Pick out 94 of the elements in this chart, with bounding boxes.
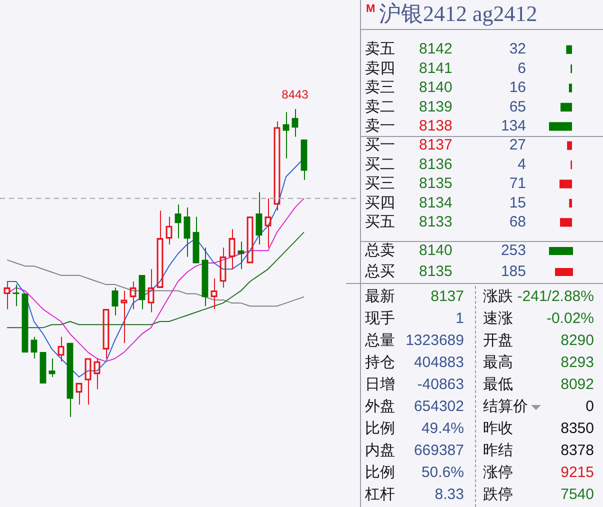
text: 开盘 bbox=[483, 331, 513, 351]
text: 买五 bbox=[365, 214, 395, 231]
text: 涨跌 bbox=[483, 287, 513, 307]
text: 253 bbox=[500, 241, 526, 261]
data-label: 27 bbox=[509, 136, 526, 154]
text: 9215 bbox=[560, 463, 594, 483]
text: 8293 bbox=[560, 353, 594, 373]
text: 50.6% bbox=[421, 463, 464, 483]
y-tick-label: 8133 bbox=[419, 214, 452, 231]
text: 8290 bbox=[560, 331, 594, 351]
y-tick-label: 8137 bbox=[419, 136, 452, 154]
text: M bbox=[366, 2, 376, 16]
text: 0 bbox=[586, 397, 594, 417]
data-label: 134 bbox=[500, 118, 526, 135]
bar bbox=[560, 218, 572, 227]
text: 买二 bbox=[365, 156, 395, 173]
candlestick bbox=[282, 112, 290, 159]
text: 速涨 bbox=[483, 309, 513, 329]
bar bbox=[559, 180, 572, 188]
text: 卖二 bbox=[365, 98, 395, 116]
y-tick-label: 8138 bbox=[419, 118, 452, 135]
bar bbox=[560, 102, 572, 112]
data-label: 6 bbox=[518, 60, 526, 77]
y-tick-label: 8139 bbox=[419, 98, 452, 116]
data-label: 68 bbox=[509, 214, 526, 231]
text: -241/2.88% bbox=[517, 287, 594, 307]
text: 外盘 bbox=[365, 397, 395, 417]
text: 卖四 bbox=[365, 60, 395, 77]
y-tick-label: 8141 bbox=[419, 60, 452, 77]
text: 8350 bbox=[560, 419, 594, 439]
data-label: 16 bbox=[509, 79, 526, 96]
bar bbox=[567, 141, 572, 150]
y-tick-label: 8142 bbox=[419, 40, 452, 58]
text: 49.4% bbox=[421, 419, 464, 439]
candlestick bbox=[192, 216, 200, 264]
text: 持仓 bbox=[365, 353, 395, 373]
candlestick bbox=[202, 247, 208, 307]
text: 现手 bbox=[365, 309, 395, 329]
bar bbox=[549, 122, 572, 131]
data-label: 65 bbox=[509, 98, 526, 116]
text: 7540 bbox=[560, 485, 594, 505]
text: 卖五 bbox=[365, 40, 395, 58]
candlestick bbox=[48, 358, 56, 378]
data-label: 15 bbox=[509, 194, 526, 212]
y-tick-label: 8134 bbox=[419, 194, 452, 212]
text: 654302 bbox=[414, 397, 464, 417]
candlestick bbox=[184, 207, 190, 258]
text: 卖一 bbox=[365, 118, 395, 135]
text: 昨结 bbox=[483, 441, 513, 461]
text: 昨收 bbox=[483, 419, 513, 439]
text: 涨停 bbox=[483, 463, 513, 483]
candlestick bbox=[30, 336, 38, 359]
text: 总买 bbox=[365, 262, 396, 282]
data-label: 71 bbox=[509, 175, 526, 192]
text: 185 bbox=[500, 262, 526, 282]
y-tick-label: 8135 bbox=[419, 175, 452, 192]
candlestick bbox=[256, 192, 262, 246]
bar bbox=[566, 45, 572, 54]
text: 最新 bbox=[365, 287, 395, 307]
text: 1323689 bbox=[406, 331, 464, 351]
text: 8.33 bbox=[434, 485, 464, 505]
data-label: 4 bbox=[518, 156, 526, 173]
text: 日增 bbox=[365, 375, 395, 395]
text: 比例 bbox=[365, 463, 395, 483]
candlestick bbox=[66, 342, 74, 418]
data-label: 32 bbox=[509, 40, 526, 58]
y-tick-label: 8136 bbox=[419, 156, 452, 173]
bar bbox=[568, 84, 572, 92]
text: -40863 bbox=[417, 375, 464, 395]
y-tick-label: 8140 bbox=[419, 79, 452, 96]
text: 总卖 bbox=[365, 241, 396, 261]
annotation: 8443 bbox=[282, 87, 309, 102]
text: 结算价 bbox=[483, 397, 529, 417]
text: 8092 bbox=[560, 375, 594, 395]
candlestick bbox=[238, 240, 244, 270]
candlestick bbox=[112, 287, 118, 316]
text: 1 bbox=[456, 309, 464, 329]
text: 比例 bbox=[365, 419, 395, 439]
bar bbox=[569, 198, 572, 208]
text: 669387 bbox=[414, 441, 464, 461]
text: 最高 bbox=[483, 353, 513, 373]
text: 总量 bbox=[365, 331, 395, 351]
text: 买一 bbox=[365, 136, 395, 154]
text: 卖三 bbox=[365, 79, 395, 96]
text: 买三 bbox=[365, 175, 395, 192]
text: 沪银2412 ag2412 bbox=[379, 0, 538, 28]
text: 杠杆 bbox=[365, 485, 395, 505]
text: 买四 bbox=[365, 194, 395, 212]
text: 最低 bbox=[483, 375, 513, 395]
text: 8378 bbox=[560, 441, 594, 461]
text: -0.02% bbox=[546, 309, 594, 329]
text: 404883 bbox=[414, 353, 464, 373]
text: 内盘 bbox=[365, 441, 395, 461]
text: 跌停 bbox=[483, 485, 513, 505]
